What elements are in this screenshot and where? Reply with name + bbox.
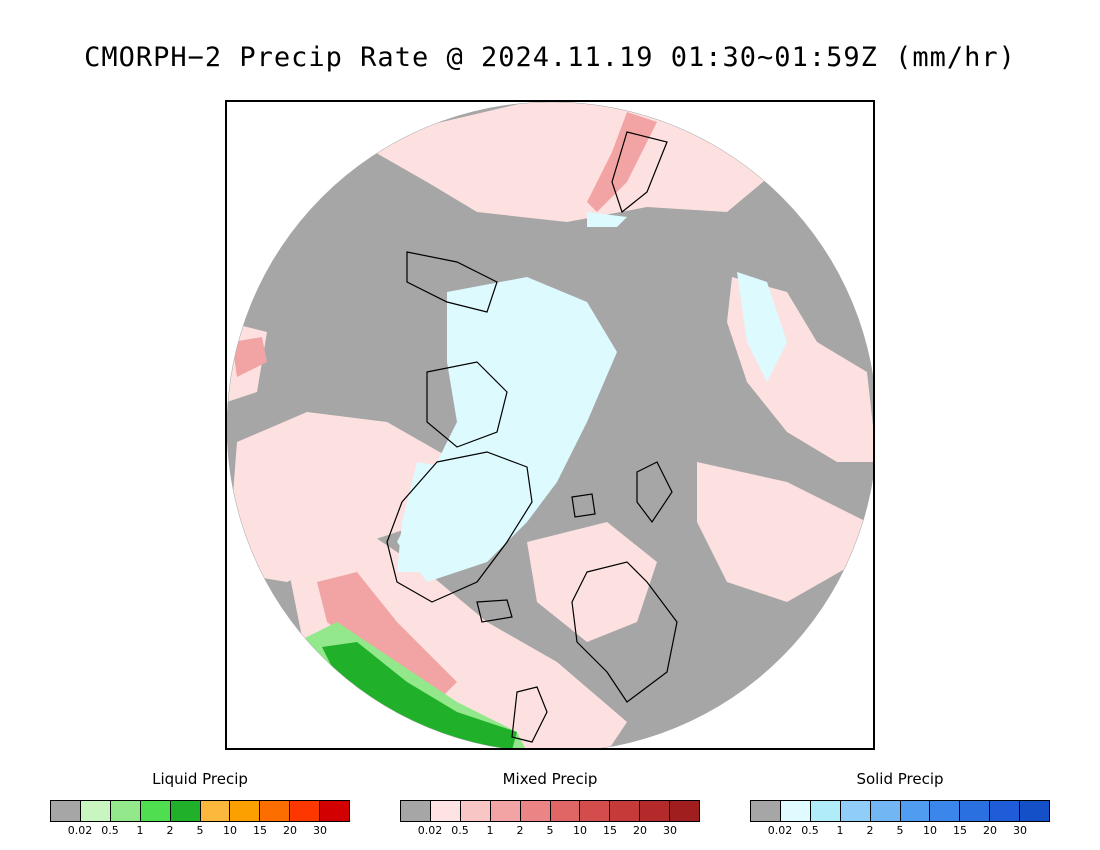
- legend-swatch: [200, 801, 231, 821]
- legend-title: Mixed Precip: [502, 770, 598, 788]
- legend-tick-label: 20: [283, 824, 297, 837]
- legend-tick-label: 1: [136, 824, 144, 837]
- legend-tick-label: 20: [633, 824, 647, 837]
- legend-swatch: [460, 801, 491, 821]
- legend-swatch: [960, 801, 991, 821]
- legend-tick-label: 5: [196, 824, 204, 837]
- scandinavia-outline: [571, 561, 678, 703]
- alaska-outline: [406, 251, 498, 313]
- legend-swatch: [990, 801, 1021, 821]
- solid-precip-region-bering: [587, 212, 627, 227]
- mixed-precip-region-russia: [697, 462, 867, 602]
- legend-swatch: [290, 801, 321, 821]
- mixed-precip-region-pacific: [357, 102, 787, 222]
- solid-precip-region-greenland: [397, 462, 517, 572]
- map-svg: [227, 102, 873, 748]
- legend-mixed-precip: Mixed Precip 0.02 0.5 1 2 5 10 15 20 30: [400, 770, 700, 838]
- legend-swatch: [260, 801, 291, 821]
- legend-tick-label: 0.5: [451, 824, 469, 837]
- legend-tick-label: 1: [836, 824, 844, 837]
- mixed-precip-region-canada: [227, 412, 457, 582]
- legend-swatch: [490, 801, 521, 821]
- legend-swatch: [1020, 801, 1050, 821]
- legend-tick-label: 30: [313, 824, 327, 837]
- legend-solid-precip: Solid Precip 0.02 0.5 1 2 5 10 15 20 30: [750, 770, 1050, 838]
- legend-swatch: [870, 801, 901, 821]
- legend-tick-label: 0.02: [67, 824, 93, 837]
- legend-tick-label: 20: [983, 824, 997, 837]
- legend-swatch: [640, 801, 671, 821]
- legend-swatch: [430, 801, 461, 821]
- legend-swatch: [320, 801, 350, 821]
- mixed-precip-region-norwegian-sea: [527, 522, 657, 642]
- legend-tick-label: 30: [1013, 824, 1027, 837]
- legend-swatch: [140, 801, 171, 821]
- legend-swatch: [550, 801, 581, 821]
- legend-swatch: [900, 801, 931, 821]
- legend-swatch: [780, 801, 811, 821]
- british-isles-outline: [511, 686, 548, 743]
- legend-tick-label: 0.02: [767, 824, 793, 837]
- greenland-outline: [386, 451, 533, 603]
- legend-tick-label: 15: [953, 824, 967, 837]
- legend-swatch: [840, 801, 871, 821]
- mixed-precip-moderate-atlantic: [317, 572, 457, 702]
- legend-tick-labels: 0.02 0.5 1 2 5 10 15 20 30: [50, 824, 350, 838]
- legend-color-bar: [750, 800, 1050, 822]
- legend-tick-label: 10: [573, 824, 587, 837]
- canadian-archipelago-outline: [426, 361, 508, 448]
- liquid-precip-heavy-north-atlantic: [322, 642, 517, 748]
- legend-tick-label: 0.02: [417, 824, 443, 837]
- svalbard-outline: [571, 493, 596, 518]
- legend-title: Liquid Precip: [152, 770, 248, 788]
- legend-tick-label: 5: [546, 824, 554, 837]
- chart-title: CMORPH−2 Precip Rate @ 2024.11.19 01:30~…: [84, 42, 1016, 73]
- legend-tick-label: 0.5: [101, 824, 119, 837]
- legend-swatch: [930, 801, 961, 821]
- legend-tick-label: 5: [896, 824, 904, 837]
- polar-precip-map: [225, 100, 875, 750]
- legend-swatch: [810, 801, 841, 821]
- legend-swatch: [230, 801, 261, 821]
- legend-tick-label: 2: [516, 824, 524, 837]
- mixed-precip-moderate-okhotsk: [587, 112, 657, 212]
- legend-swatch: [401, 801, 431, 821]
- legend-swatch: [751, 801, 781, 821]
- legend-tick-label: 1: [486, 824, 494, 837]
- legend-color-bar: [400, 800, 700, 822]
- legend-tick-label: 10: [923, 824, 937, 837]
- legend-tick-label: 15: [253, 824, 267, 837]
- legend-swatch: [580, 801, 611, 821]
- legend-liquid-precip: Liquid Precip 0.02 0.5 1 2 5 10 15 20 30: [50, 770, 350, 838]
- legend-title: Solid Precip: [856, 770, 944, 788]
- legend-color-bar: [50, 800, 350, 822]
- legend-swatch: [610, 801, 641, 821]
- legend-tick-label: 2: [166, 824, 174, 837]
- solid-precip-region-siberia: [737, 272, 787, 382]
- legend-tick-labels: 0.02 0.5 1 2 5 10 15 20 30: [400, 824, 700, 838]
- legend-tick-label: 0.5: [801, 824, 819, 837]
- legend-swatch: [170, 801, 201, 821]
- legend-tick-labels: 0.02 0.5 1 2 5 10 15 20 30: [750, 824, 1050, 838]
- legend-swatch: [110, 801, 141, 821]
- legend-swatch: [670, 801, 700, 821]
- iceland-outline: [476, 599, 513, 623]
- legend-tick-label: 30: [663, 824, 677, 837]
- mixed-precip-moderate-canada-west: [232, 337, 267, 377]
- map-disk: [227, 102, 873, 748]
- legend-tick-label: 10: [223, 824, 237, 837]
- legend-swatch: [51, 801, 81, 821]
- legend-tick-label: 15: [603, 824, 617, 837]
- novaya-zemlya-outline: [636, 461, 673, 524]
- legend-swatch: [520, 801, 551, 821]
- legend-swatch: [80, 801, 111, 821]
- legend-tick-label: 2: [866, 824, 874, 837]
- kamchatka-outline: [611, 131, 668, 214]
